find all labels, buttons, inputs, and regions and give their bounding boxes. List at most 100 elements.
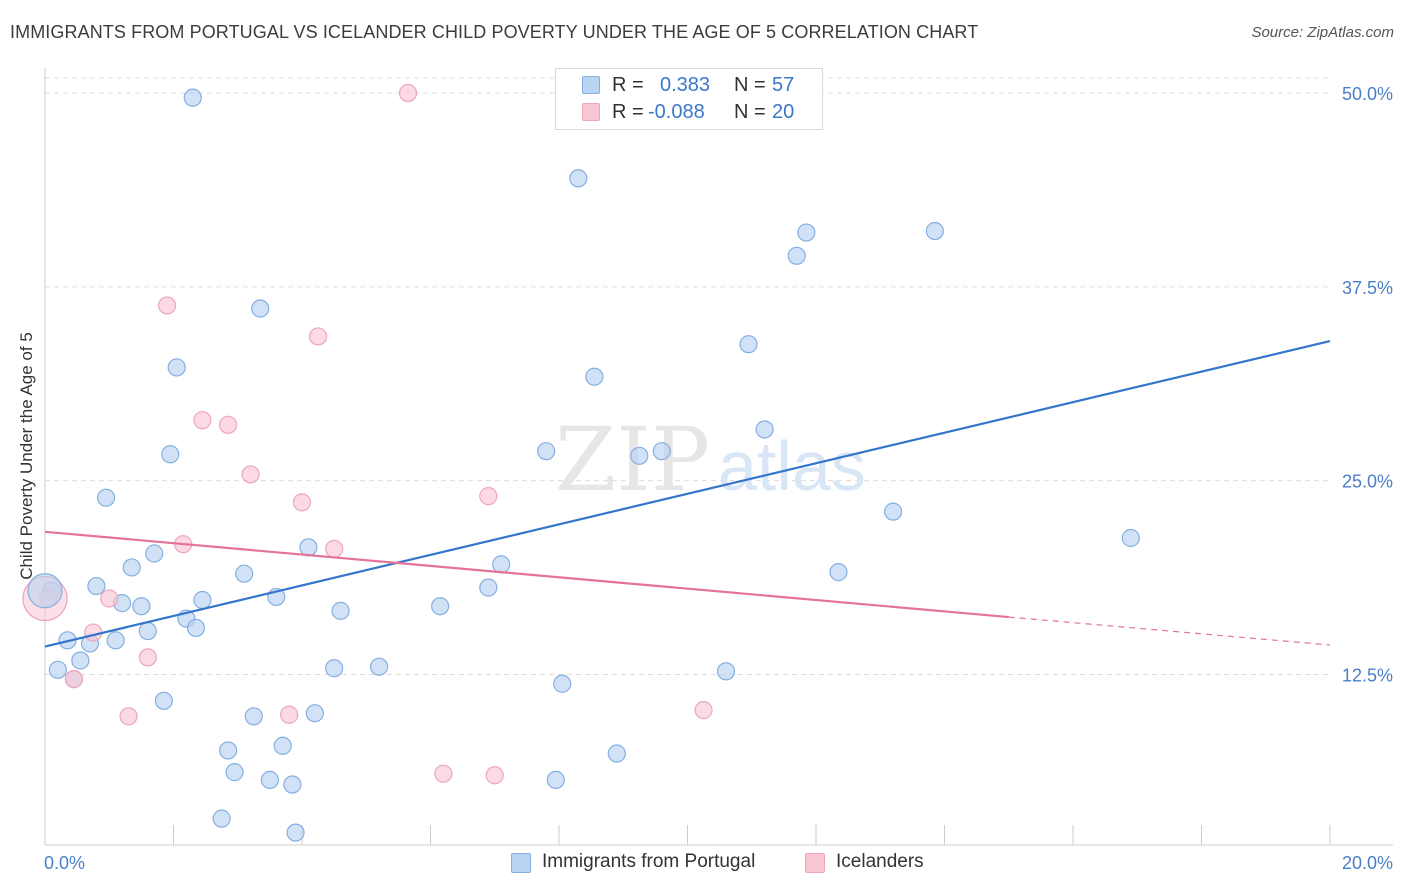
portugal-legend-swatch-icon <box>511 853 531 873</box>
axis-layer <box>44 68 1393 846</box>
portugal-point <box>585 367 604 386</box>
portugal-point <box>630 446 649 465</box>
stats-box: R = 0.383 N = 57 R = -0.088 N = 20 <box>555 68 823 130</box>
portugal-point <box>370 657 389 676</box>
portugal-point <box>225 763 244 782</box>
x-tick-label: 20.0% <box>1342 853 1393 873</box>
iceland-legend-swatch-icon <box>805 853 825 873</box>
n-value: 20 <box>772 101 795 123</box>
portugal-point <box>96 488 116 507</box>
portugal-point <box>537 442 556 461</box>
n-value: 57 <box>772 74 795 96</box>
portugal-point <box>87 576 106 596</box>
portugal-point <box>212 809 231 828</box>
portugal-point <box>251 299 270 318</box>
portugal-swatch-icon <box>582 76 600 94</box>
y-tick-label: 12.5% <box>1342 665 1393 685</box>
portugal-point <box>546 770 565 789</box>
r-label: R = <box>612 74 644 96</box>
portugal-point <box>71 651 90 670</box>
stats-row-iceland: R = -0.088 N = 20 <box>556 101 822 125</box>
portugal-point <box>883 502 903 521</box>
portugal-point <box>299 538 318 557</box>
portugal-point <box>219 741 238 760</box>
grid-layer <box>45 77 1330 675</box>
portugal-point <box>607 744 626 763</box>
portugal-point <box>797 223 816 242</box>
legend-label: Immigrants from Portugal <box>542 851 756 872</box>
portugal-point <box>183 88 202 107</box>
portugal-point <box>569 169 588 188</box>
n-label: N = <box>734 74 766 96</box>
portugal-point <box>787 246 806 265</box>
portugal-point <box>186 618 206 638</box>
iceland-point <box>292 493 312 512</box>
portugal-point <box>154 691 173 710</box>
portugal-point <box>283 775 302 794</box>
portugal-point <box>755 420 774 439</box>
r-label: R = <box>612 101 644 123</box>
iceland-point <box>157 296 177 315</box>
watermark: ZIP atlas <box>555 408 866 511</box>
r-value: -0.088 <box>648 101 705 123</box>
trend-layer <box>44 340 1331 648</box>
portugal-point <box>106 631 125 650</box>
tick-labels: 12.5% 25.0% 37.5% 50.0% 0.0% 20.0% <box>44 84 1393 873</box>
portugal-point <box>138 621 157 641</box>
chart-title: IMMIGRANTS FROM PORTUGAL VS ICELANDER CH… <box>10 22 979 42</box>
source-credit: Source: ZipAtlas.com <box>1251 24 1394 41</box>
watermark-atlas: atlas <box>718 427 866 505</box>
portugal-point <box>1121 528 1140 548</box>
portugal-point <box>48 660 67 679</box>
iceland-point <box>241 465 260 484</box>
iceland-point <box>434 764 453 783</box>
portugal-point <box>244 707 263 726</box>
portugal-point <box>331 601 350 620</box>
iceland-point <box>119 707 138 726</box>
y-tick-label: 25.0% <box>1342 472 1393 492</box>
iceland-point <box>479 487 498 506</box>
iceland-point <box>325 539 344 558</box>
portugal-point <box>652 442 671 461</box>
portugal-point <box>260 770 279 789</box>
portugal-point <box>122 558 141 577</box>
portugal-point <box>492 555 511 574</box>
portugal-point <box>925 221 944 241</box>
portugal-point-large <box>27 573 63 609</box>
legend-label: Icelanders <box>836 851 924 872</box>
iceland-point <box>398 83 418 103</box>
portugal-point <box>273 736 292 755</box>
portugal-point <box>553 674 572 693</box>
portugal-point <box>145 544 164 563</box>
portugal-point <box>167 358 186 377</box>
portugal-trendline <box>44 340 1331 648</box>
x-tick-label: 0.0% <box>44 853 85 873</box>
iceland-point <box>138 648 157 667</box>
portugal-point <box>431 597 450 616</box>
y-tick-label: 37.5% <box>1342 278 1393 298</box>
n-label: N = <box>734 101 766 123</box>
r-value: 0.383 <box>660 74 711 96</box>
portugal-point <box>132 597 151 616</box>
iceland-point <box>308 327 328 346</box>
portugal-point <box>235 564 254 583</box>
iceland-point <box>193 411 212 430</box>
y-tick-label: 50.0% <box>1342 84 1393 104</box>
portugal-point <box>479 578 498 597</box>
stats-row-portugal: R = 0.383 N = 57 <box>556 74 822 98</box>
points-layer <box>22 83 1140 842</box>
legend: Immigrants from Portugal Icelanders <box>0 850 1406 878</box>
iceland-point <box>694 701 713 720</box>
portugal-point <box>829 563 848 582</box>
iceland-trendline-extension <box>1008 616 1331 646</box>
iceland-point <box>100 589 119 608</box>
portugal-point <box>286 823 305 842</box>
portugal-point <box>193 590 212 610</box>
portugal-point <box>716 662 736 681</box>
portugal-point <box>305 704 324 723</box>
iceland-point <box>280 705 299 724</box>
iceland-trendline <box>44 530 1009 619</box>
portugal-point <box>161 445 180 464</box>
portugal-point <box>739 335 758 354</box>
